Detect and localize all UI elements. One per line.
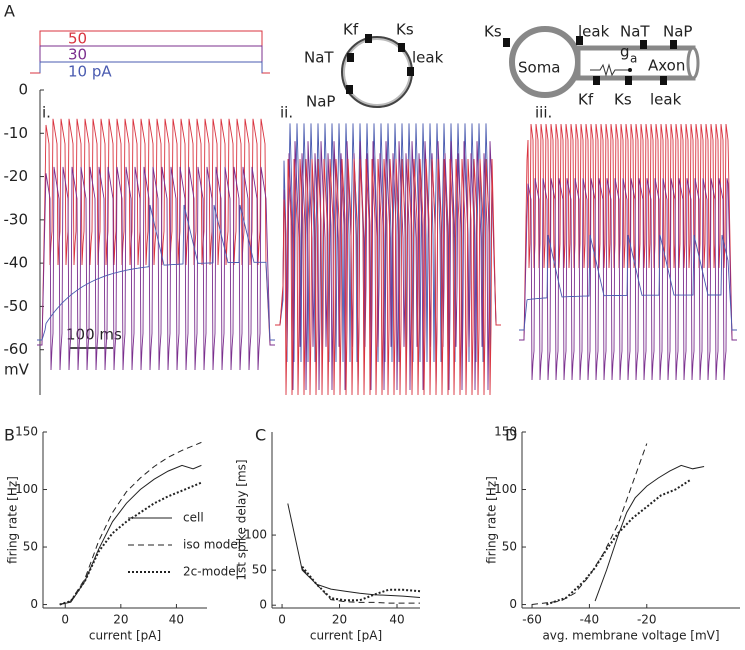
series-line	[287, 503, 421, 598]
unit-label: mV	[4, 361, 30, 379]
y-tick-label: -40	[4, 254, 29, 272]
stimulus	[30, 30, 270, 74]
panel-label: C	[255, 426, 266, 445]
diagram-label: Kf	[578, 91, 594, 109]
y-axis-label: 1st spike delay [ms]	[235, 459, 249, 580]
y-tick-label: 100	[244, 528, 267, 542]
series-line	[59, 481, 202, 606]
voltage-trace	[519, 234, 737, 331]
y-tick-label: 150	[15, 425, 38, 439]
channel-label: NaP	[306, 93, 335, 111]
y-tick-label: 0	[259, 598, 267, 612]
y-tick-label: 0	[30, 597, 38, 611]
diagram-label: Axon	[648, 57, 685, 75]
voltage-trace	[37, 166, 275, 371]
stim-label: 30	[68, 46, 87, 64]
y-tick-label: 0	[509, 597, 517, 611]
series-line	[594, 464, 705, 602]
voltage-trace	[37, 204, 275, 341]
series-line	[59, 441, 202, 605]
stim-label: 10 pA	[68, 63, 112, 81]
diagram-label: g	[620, 43, 630, 61]
diagram-label: a	[630, 52, 637, 66]
diagram-label: leak	[650, 91, 682, 109]
cell-diagram	[341, 34, 414, 108]
y-tick-label: 50	[502, 540, 517, 554]
legend-label: cell	[183, 511, 204, 525]
x-tick-label: 40	[389, 613, 404, 627]
x-tick-label: 40	[169, 613, 184, 627]
diagram-label: NaP	[663, 23, 692, 41]
y-tick-label: -60	[4, 340, 29, 358]
voltage-trace	[275, 158, 501, 396]
diagram-label: leak	[578, 23, 610, 41]
series-line	[301, 568, 420, 604]
y-tick-label: 100	[15, 482, 38, 496]
voltage-trace	[519, 123, 737, 341]
series-line	[301, 565, 421, 602]
y-tick-label: -10	[4, 124, 29, 142]
x-tick-label: 0	[278, 613, 286, 627]
channel-label: leak	[412, 49, 444, 67]
y-tick-label: -20	[4, 167, 29, 185]
y-tick-label: -50	[4, 297, 29, 315]
legend-label: iso model	[183, 538, 241, 552]
x-tick-label: 20	[113, 613, 128, 627]
y-tick-label: 50	[23, 540, 38, 554]
y-tick-label: 50	[252, 563, 267, 577]
panel-label: B	[4, 426, 15, 445]
x-tick-label: -20	[637, 613, 657, 627]
x-tick-label: -40	[580, 613, 600, 627]
y-tick-label: 150	[494, 425, 517, 439]
stim-label: 50	[68, 30, 87, 48]
series-line	[59, 464, 202, 605]
legend-label: 2c-model	[183, 565, 239, 579]
panel-label: A	[4, 2, 15, 21]
voltage-trace	[37, 118, 275, 346]
y-tick-label: 0	[18, 81, 28, 99]
subpanel-label: i.	[42, 104, 51, 122]
soma-axon-diagram	[503, 26, 700, 98]
subpanel-label: ii.	[280, 104, 293, 122]
y-tick-label: 100	[494, 482, 517, 496]
y-axis-label: firing rate [Hz]	[485, 476, 499, 564]
y-tick-label: -30	[4, 210, 29, 228]
voltage-trace	[275, 141, 501, 391]
x-axis-label: current [pA]	[310, 629, 382, 643]
diagram-label: Ks	[614, 91, 632, 109]
x-axis-label: avg. membrane voltage [mV]	[542, 629, 719, 643]
diagram-label: NaT	[620, 23, 650, 41]
channel-label: NaT	[304, 49, 334, 67]
series-line	[531, 443, 648, 605]
subpanel-label: iii.	[535, 104, 552, 122]
diagram-label: Soma	[518, 59, 561, 77]
x-axis-label: current [pA]	[89, 629, 161, 643]
channel-label: Ks	[396, 21, 414, 39]
diagram-label: Ks	[484, 23, 502, 41]
x-tick-label: -60	[522, 613, 542, 627]
voltage-trace	[275, 123, 501, 363]
y-axis-label: firing rate [Hz]	[6, 476, 20, 564]
x-tick-label: 0	[61, 613, 69, 627]
x-tick-label: 20	[332, 613, 347, 627]
series-line	[546, 479, 691, 606]
panel-label: D	[505, 426, 517, 445]
channel-label: Kf	[343, 21, 359, 39]
